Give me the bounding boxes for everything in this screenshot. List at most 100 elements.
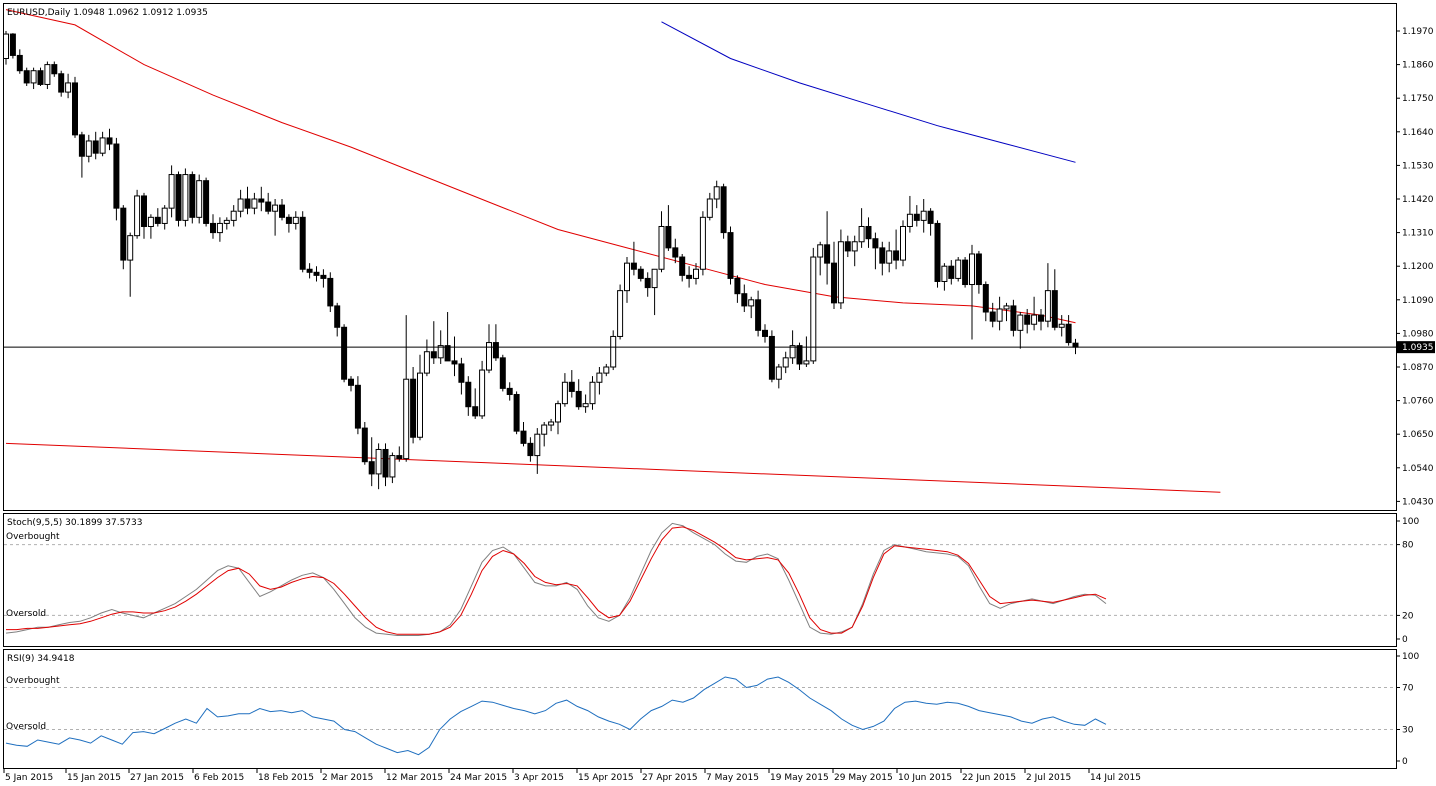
candle-body	[223, 219, 230, 224]
candle	[920, 199, 927, 233]
candle-body	[244, 198, 251, 209]
candle-body	[844, 241, 851, 252]
candle-body	[782, 357, 789, 368]
candle	[368, 437, 375, 487]
stochastic-pane: 100 80 20 0	[4, 517, 1419, 645]
candle	[272, 199, 279, 236]
candle-body	[1065, 323, 1072, 344]
candle-body	[341, 326, 348, 380]
candle-body	[920, 210, 927, 221]
candle	[9, 33, 16, 59]
stoch-title: Stoch(9,5,5) 30.1899 37.5733	[7, 518, 142, 528]
osc-tick-label: 100	[1402, 517, 1419, 527]
candle	[486, 324, 492, 374]
candle	[665, 205, 672, 251]
candle	[555, 400, 561, 435]
candle	[713, 180, 720, 209]
candle-body	[127, 235, 134, 261]
candle-body	[354, 384, 361, 429]
candle-body	[272, 204, 279, 212]
candle-body	[906, 213, 913, 227]
candle	[1038, 308, 1044, 331]
candle-body	[120, 207, 127, 261]
candle	[127, 232, 134, 297]
candle-body	[975, 253, 982, 286]
trendline	[5, 442, 1221, 493]
candle-body	[465, 381, 472, 408]
candle	[755, 290, 762, 337]
price-tick-label: 1.0430	[1402, 497, 1434, 507]
candle-body	[23, 70, 30, 84]
candle	[810, 247, 817, 364]
candle-body	[437, 345, 444, 359]
candle-body	[141, 195, 147, 227]
candle	[458, 357, 465, 395]
candle-body	[396, 455, 403, 460]
candle-body	[617, 290, 624, 337]
candle	[927, 208, 934, 236]
candle	[147, 214, 154, 239]
candle-body	[706, 198, 713, 218]
price-tick-label: 1.1970	[1402, 27, 1434, 37]
candle	[686, 266, 693, 288]
candle	[934, 220, 941, 288]
candle-body	[989, 311, 996, 322]
candle-body	[693, 268, 699, 279]
price-tick-label: 1.0870	[1402, 363, 1434, 373]
candle	[258, 186, 265, 212]
candle	[279, 199, 285, 221]
candle	[285, 214, 292, 233]
candle-body	[637, 268, 644, 279]
candle	[237, 189, 244, 218]
candle	[479, 360, 486, 419]
candle-body	[9, 33, 16, 56]
candle	[506, 382, 513, 401]
candle-body	[161, 207, 168, 224]
candle	[451, 336, 458, 377]
osc-tick-label: 20	[1402, 611, 1414, 621]
candle	[844, 235, 851, 258]
price-tick-label: 1.1530	[1402, 161, 1434, 171]
candle-body	[589, 381, 596, 405]
candle-body	[216, 222, 223, 234]
candle-body	[486, 342, 492, 371]
candle-body	[534, 433, 541, 457]
candle-body	[92, 140, 99, 154]
candle-body	[900, 225, 906, 261]
osc-tick-label: 0	[1402, 635, 1408, 645]
candle	[230, 205, 237, 227]
candle-body	[1024, 314, 1031, 325]
candle	[824, 211, 831, 285]
candle-body	[624, 262, 630, 292]
candle	[596, 367, 603, 395]
candle	[782, 351, 789, 374]
candle-body	[872, 238, 879, 249]
candle-body	[85, 140, 92, 157]
candle-body	[251, 198, 258, 209]
candle	[410, 367, 417, 444]
candle	[51, 61, 58, 77]
candle	[969, 244, 975, 340]
candle-body	[451, 360, 458, 365]
candle	[120, 205, 127, 270]
candle	[541, 421, 548, 447]
candle	[354, 376, 361, 435]
candle-body	[575, 390, 582, 408]
candle	[341, 324, 348, 383]
price-tick-label: 1.0980	[1402, 329, 1434, 339]
candle-body	[934, 222, 941, 282]
rsi-oversold-label: Oversold	[6, 722, 46, 732]
candle	[334, 302, 341, 337]
candle	[396, 446, 403, 462]
candle-body	[417, 372, 423, 438]
candle-body	[37, 70, 44, 85]
candle-body	[879, 247, 886, 264]
candle	[306, 263, 313, 279]
candle-body	[78, 134, 85, 157]
candle	[1065, 315, 1072, 346]
candle-body	[189, 174, 196, 218]
price-plot-area	[4, 9, 1221, 493]
rsi-line	[5, 676, 1107, 756]
candle	[617, 284, 624, 340]
candle-body	[168, 174, 175, 209]
